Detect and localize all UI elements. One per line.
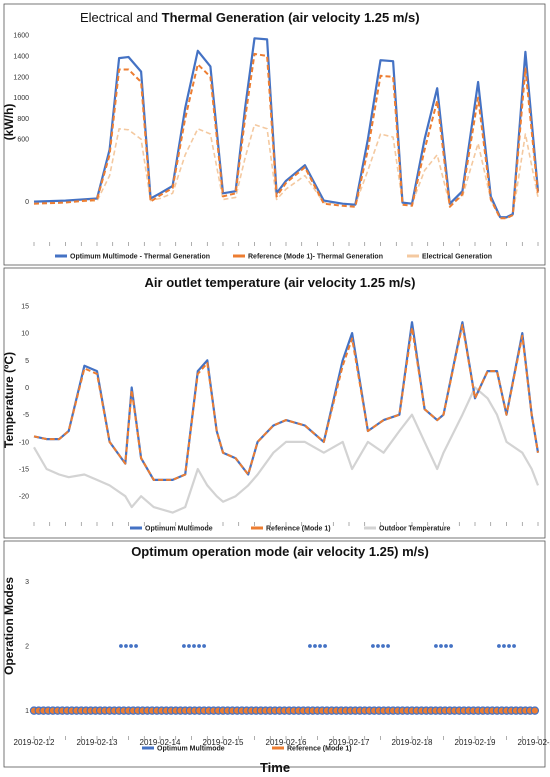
y-tick-label: -5: [23, 412, 29, 419]
panel-2-border: [3, 267, 546, 539]
mode2-point: [192, 644, 196, 648]
date-tick-label: 2019-02-15: [203, 738, 244, 747]
y-tick-label: 3: [25, 579, 29, 586]
x-axis-title: Time: [260, 760, 290, 775]
mode2-point: [497, 644, 501, 648]
mode2-point: [323, 644, 327, 648]
legend-label: Reference (Mode 1)- Thermal Generation: [248, 254, 383, 261]
chart-2-ylabel: Temperature (ºC): [2, 352, 16, 448]
y-tick-label: 1200: [13, 74, 29, 81]
mode2-point: [182, 644, 186, 648]
legend-label: Optimum Multimode - Thermal Generation: [70, 254, 210, 261]
mode2-point: [434, 644, 438, 648]
y-tick-label: 600: [17, 137, 29, 144]
panel-1-border: [3, 3, 546, 266]
series-line-3: [33, 386, 540, 514]
mode2-point: [318, 644, 322, 648]
mode2-point: [444, 644, 448, 648]
mode-point: [530, 706, 540, 715]
mode2-point: [197, 644, 201, 648]
y-tick-label: -10: [19, 439, 29, 446]
mode2-point: [124, 644, 128, 648]
series-line-3: [34, 123, 539, 219]
chart-1-plot: 0 600 800 1000 1200 1400 1600: [13, 33, 540, 246]
date-tick-label: 2019-02-13: [77, 738, 118, 747]
date-tick-label: 2019-02-17: [329, 738, 370, 747]
series-line-2: [33, 52, 539, 220]
chart-1-title: Electrical and Thermal Generation (air v…: [80, 10, 420, 25]
panel-3-border: [3, 540, 546, 768]
legends: Optimum Multimode - Thermal Generation Re…: [55, 254, 492, 753]
mode2-point: [502, 644, 506, 648]
mode2-point: [512, 644, 516, 648]
chart-2-title: Air outlet temperature (air velocity 1.2…: [145, 275, 416, 290]
y-tick-label: 15: [21, 303, 29, 310]
mode2-point: [129, 644, 133, 648]
date-tick-label: 2019-02-18: [392, 738, 433, 747]
y-tick-label: 1400: [13, 54, 29, 61]
chart-2-plot: -20 -15 -10 -5 0 5 10 15: [19, 303, 540, 526]
y-tick-label: -20: [19, 494, 29, 501]
mode2-point: [507, 644, 511, 648]
y-tick-label: 10: [21, 331, 29, 338]
y-tick-label: -15: [19, 467, 29, 474]
chart-3-ylabel: Operation Modes: [2, 577, 16, 675]
date-tick-label: 2019-02-19: [455, 738, 496, 747]
mode2-point: [381, 644, 385, 648]
chart-3-plot: 1 2 3: [25, 579, 540, 740]
series-line-1: [33, 37, 540, 219]
series-line-1: [33, 321, 540, 481]
legend-label: Reference (Mode 1): [266, 526, 331, 533]
mode2-point: [449, 644, 453, 648]
mode2-point: [371, 644, 375, 648]
mode2-point: [376, 644, 380, 648]
mode2-point: [308, 644, 312, 648]
date-tick-label: 2019-02-12: [14, 738, 55, 747]
chart-1-ylabel: (kW/h): [2, 104, 16, 141]
date-axis: 2019-02-12 2019-02-13 2019-02-14 2019-02-15…: [14, 738, 550, 747]
legend-label: Optimum Multimode: [157, 746, 225, 753]
mode2-point: [134, 644, 138, 648]
y-tick-label: 5: [25, 358, 29, 365]
mode2-point: [119, 644, 123, 648]
legend-label: Reference (Mode 1): [287, 746, 352, 753]
y-tick-label: 2: [25, 644, 29, 651]
y-tick-label: 1000: [13, 95, 29, 102]
date-tick-label: 2019-02-14: [140, 738, 181, 747]
y-tick-label: 0: [25, 199, 29, 206]
y-tick-label: 0: [25, 385, 29, 392]
date-tick-label: 2019-02-20: [518, 738, 550, 747]
chart-3-title: Optimum operation mode (air velocity 1.2…: [131, 544, 429, 559]
date-tick-label: 2019-02-16: [266, 738, 307, 747]
legend-label: Outdoor Temperature: [379, 526, 451, 533]
legend-label: Optimum Multimode: [145, 526, 213, 533]
mode2-point: [439, 644, 443, 648]
mode2-point: [202, 644, 207, 648]
y-tick-label: 1: [25, 708, 29, 715]
mode2-point: [187, 644, 191, 648]
legend-label: Electrical Generation: [422, 254, 492, 261]
y-tick-label: 1600: [13, 33, 29, 40]
mode2-point: [386, 644, 390, 648]
y-tick-label: 800: [17, 116, 29, 123]
mode2-point: [313, 644, 317, 648]
series-line-2: [33, 323, 539, 481]
